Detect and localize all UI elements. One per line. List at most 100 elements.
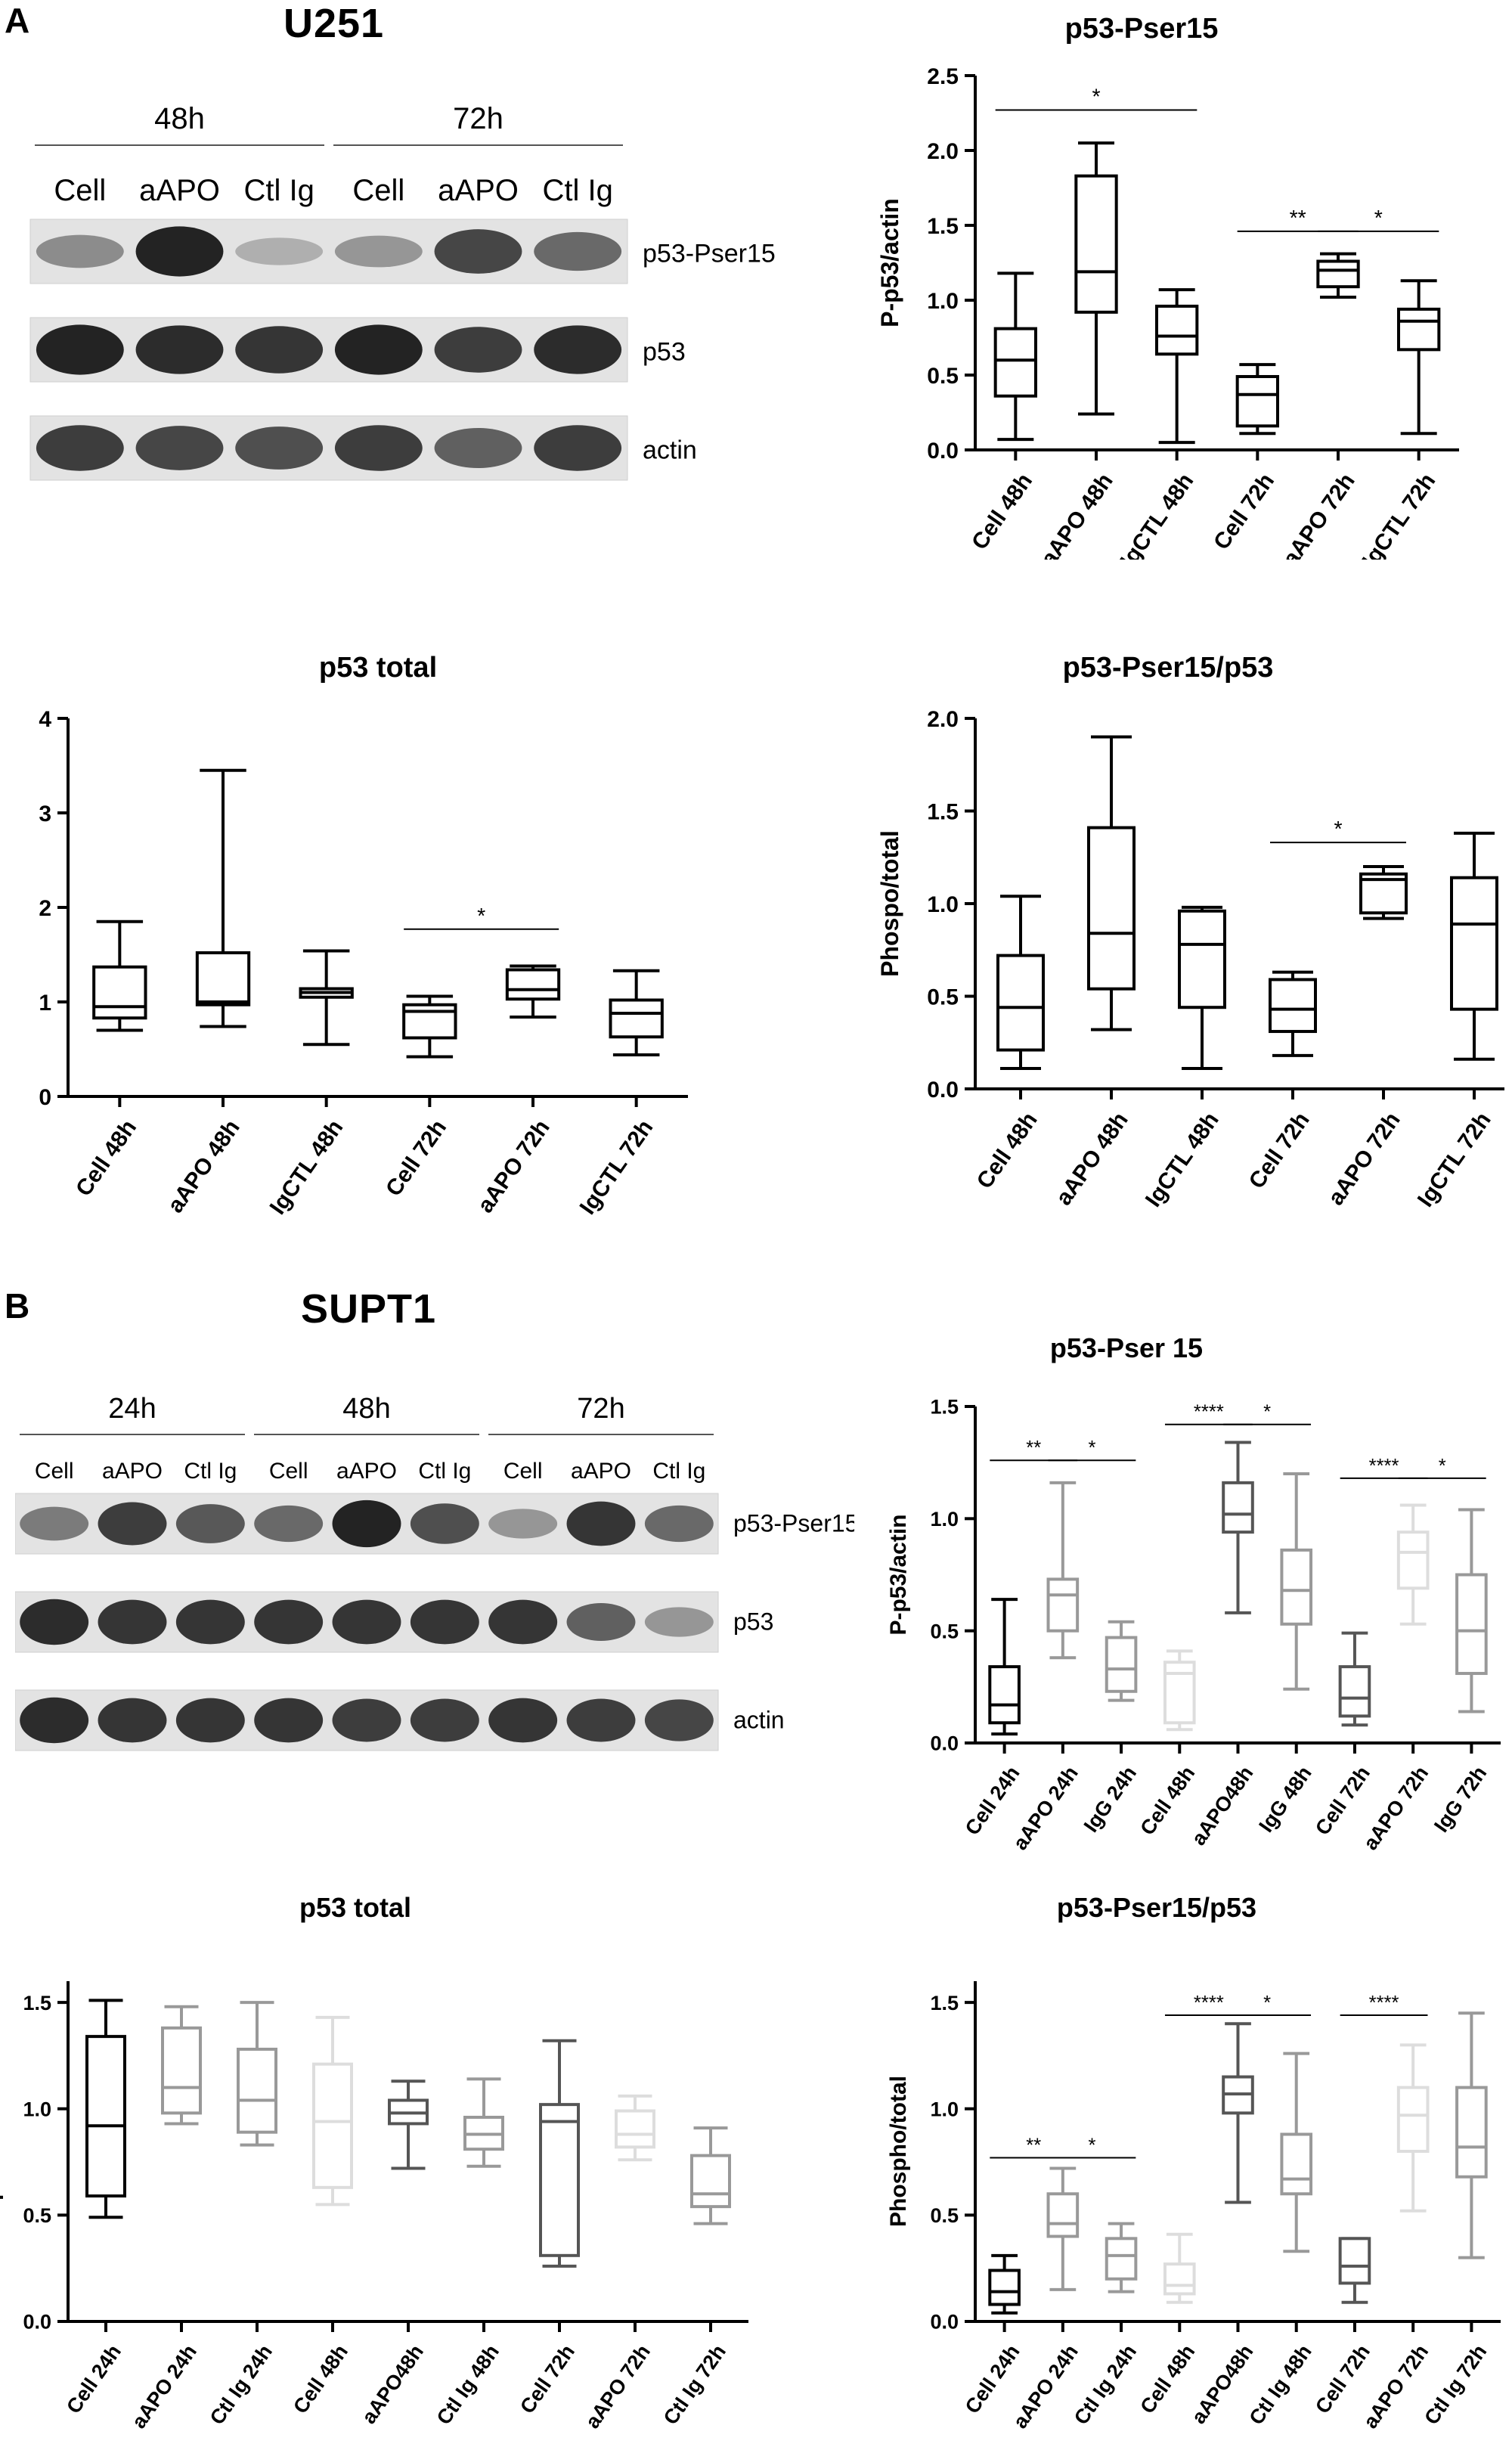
box-3 xyxy=(312,2015,353,2207)
blot-band xyxy=(36,324,124,375)
x-tick-label: IgCTL 72h xyxy=(1358,469,1441,560)
x-tick-label: IgCTL 72h xyxy=(1413,1108,1496,1211)
box-iqr xyxy=(988,1665,1021,1725)
blot-band xyxy=(254,1698,324,1743)
y-axis-label: P-p53/actin xyxy=(876,198,903,327)
x-tick-label: Cell 24h xyxy=(961,2340,1024,2417)
box-iqr xyxy=(988,2269,1021,2306)
blot-strip xyxy=(29,219,628,284)
blot-band xyxy=(135,325,224,374)
blot-band xyxy=(488,1698,558,1743)
blot-band xyxy=(20,1599,89,1645)
y-tick-label: 3 xyxy=(39,802,51,826)
x-tick-label: Cell 72h xyxy=(1311,2340,1374,2417)
y-tick-label: 1.5 xyxy=(927,214,959,239)
box-iqr xyxy=(161,2026,202,2115)
chart-title: p53 total xyxy=(319,652,437,684)
y-tick-label: 1.5 xyxy=(927,799,959,824)
panel-b-letter: B xyxy=(5,1286,30,1326)
y-tick-label: 1.0 xyxy=(23,2098,51,2120)
y-tick-label: 1.0 xyxy=(930,1508,959,1530)
blot-lane-label: aAPO xyxy=(139,174,220,207)
y-axis-label: Phospo/total xyxy=(876,830,903,977)
significance-label: * xyxy=(1334,817,1342,842)
box-iqr xyxy=(1074,174,1118,314)
western-blot-supt1: 24h 48h 72h Cell aAPO Ctl Ig Cell aAPO Ctl Ig Cel… xyxy=(15,1393,854,1751)
box-iqr xyxy=(402,1003,457,1040)
y-tick-label: 1.5 xyxy=(930,1396,959,1419)
box-4 xyxy=(1222,2022,1254,2204)
box-2 xyxy=(1105,2222,1138,2293)
box-7 xyxy=(1396,2043,1430,2213)
x-tick-label: aAPO 72h xyxy=(1278,469,1359,560)
x-tick-label: Cell 24h xyxy=(961,1762,1024,1839)
box-0 xyxy=(92,920,147,1032)
box-2 xyxy=(1178,905,1226,1071)
box-iqr xyxy=(1046,2192,1080,2238)
blot-row-label: p53-Pser15 xyxy=(733,1510,854,1537)
blot-band xyxy=(534,325,622,374)
box-8 xyxy=(1455,1508,1488,1713)
blot-lane-label: Ctl Ig xyxy=(542,174,612,207)
box-8 xyxy=(1455,2011,1488,2259)
box-iqr xyxy=(1450,876,1498,1011)
box-2 xyxy=(1105,1620,1138,1702)
box-1 xyxy=(195,768,251,1028)
x-tick-label: Cell 72h xyxy=(381,1115,451,1201)
box-iqr xyxy=(1455,2086,1488,2179)
blot-band xyxy=(488,1509,558,1539)
box-1 xyxy=(1046,2166,1080,2291)
box-iqr xyxy=(1280,2132,1313,2196)
y-tick-label: 0.5 xyxy=(23,2204,51,2227)
box-iqr xyxy=(1222,1481,1254,1534)
y-tick-label: 0.0 xyxy=(23,2311,51,2334)
blot-group-label: 72h xyxy=(453,102,503,135)
y-tick-label: 1.5 xyxy=(930,1992,959,2014)
chart-title: p53 total xyxy=(299,1892,411,1923)
x-tick-label: Cell 48h xyxy=(289,2340,352,2417)
box-4 xyxy=(388,2079,429,2170)
chart-supt1-phospho-total: p53-Pser15/p53 0.0 0.5 1.0 1.5 Phospho/total C… xyxy=(886,1892,1501,2433)
box-1 xyxy=(161,2005,202,2126)
box-4 xyxy=(1316,252,1360,299)
blot-lane-label: aAPO xyxy=(571,1459,631,1484)
blot-group-label: 72h xyxy=(577,1393,624,1425)
blot-lane-label: Cell xyxy=(54,174,106,207)
blot-row-label: p53 xyxy=(733,1608,773,1636)
box-iqr xyxy=(1397,307,1441,352)
y-tick-label: 0.5 xyxy=(927,364,959,389)
blot-band xyxy=(235,326,324,374)
box-5 xyxy=(1280,2051,1313,2253)
blot-band xyxy=(644,1699,714,1741)
blot-band xyxy=(98,1502,167,1546)
chart-u251-p53-pser15: p53-Pser15 0.0 0.5 1.0 1.5 2.0 2.5 P-p53/actin C… xyxy=(876,13,1459,560)
box-4 xyxy=(505,964,561,1019)
blot-band xyxy=(175,1504,245,1543)
box-6 xyxy=(1338,2237,1371,2304)
blot-band xyxy=(434,229,522,274)
x-tick-label: aAPO48h xyxy=(358,2340,428,2428)
significance-label: ** xyxy=(1026,2135,1041,2156)
western-blot-u251: 48h 72h Cell aAPO Ctl Ig Cell aAPO Ctl Ig p53-Ps… xyxy=(29,102,776,481)
box-iqr xyxy=(505,968,561,1001)
box-iqr xyxy=(237,2048,277,2134)
box-6 xyxy=(1338,1631,1371,1727)
box-3 xyxy=(402,994,457,1059)
box-5 xyxy=(1450,831,1498,1061)
x-tick-label: Cell 72h xyxy=(516,2340,579,2417)
box-2 xyxy=(299,949,354,1047)
y-axis-label: p53/actin xyxy=(0,2102,4,2200)
blot-band xyxy=(254,1599,324,1645)
box-iqr xyxy=(1280,1548,1313,1626)
x-tick-label: Cell 72h xyxy=(1209,469,1279,554)
x-tick-label: aAPO 24h xyxy=(127,2340,201,2433)
box-iqr xyxy=(993,327,1038,398)
significance-label: * xyxy=(1092,85,1100,110)
box-6 xyxy=(539,2039,580,2268)
blot-row-label: p53-Pser15 xyxy=(643,240,776,268)
y-tick-label: 0.5 xyxy=(927,985,959,1009)
box-iqr xyxy=(1155,304,1199,356)
box-iqr xyxy=(690,2154,731,2209)
y-tick-label: 2.0 xyxy=(927,707,959,732)
box-iqr xyxy=(1105,2237,1138,2281)
